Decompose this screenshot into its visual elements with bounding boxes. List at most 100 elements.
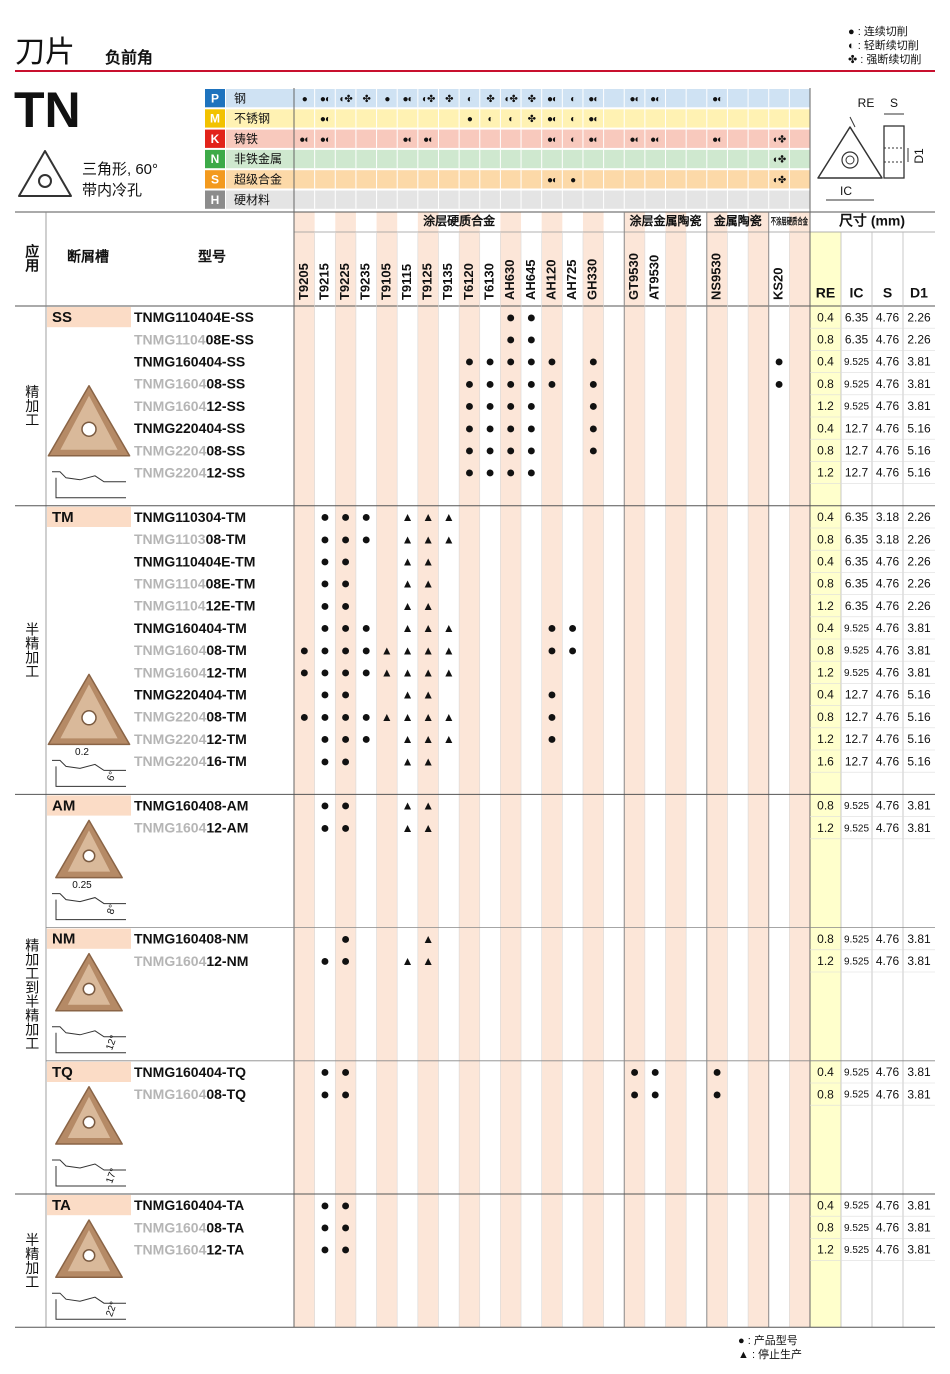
breaker-label-bg	[47, 506, 131, 527]
product-mark: ●	[320, 665, 330, 682]
model-code-part: TNMG110404E-SS	[134, 309, 254, 325]
breaker-width-label: 0.25	[72, 880, 92, 891]
material-mark: ✤	[486, 94, 494, 105]
dimension-value: 4.76	[876, 710, 900, 724]
dimension-value: 4.76	[876, 377, 900, 391]
column-stripe	[335, 212, 356, 1328]
material-mark: ●◐	[320, 114, 331, 125]
product-mark: ●	[547, 620, 557, 637]
material-mark: ●◐	[712, 134, 723, 145]
product-mark: ●	[527, 376, 537, 393]
dimension-value: 6.35	[845, 577, 869, 591]
model-code: TNMG220404-SS	[134, 420, 245, 436]
dimension-value: 9.525	[844, 1068, 869, 1079]
dimension-value: 4.76	[876, 1198, 900, 1212]
column-stripe	[500, 212, 522, 1328]
model-code-part: TNMG220404-TM	[134, 686, 247, 702]
product-mark: ●	[361, 731, 371, 748]
dimension-value: 0.4	[817, 1198, 834, 1212]
discontinued-mark: ▲	[402, 754, 414, 768]
product-mark: ●	[774, 376, 784, 393]
breaker-width-label: 0.2	[75, 747, 89, 758]
material-letter-box	[205, 89, 225, 108]
dimension-value: 4.76	[876, 643, 900, 657]
model-code-part: TNMG1604	[134, 1241, 207, 1257]
model-code-part: TNMG220404-SS	[134, 420, 245, 436]
dimension-value: 0.4	[817, 421, 834, 435]
breaker-profile	[52, 1026, 126, 1038]
breaker-profile-body	[55, 1299, 126, 1320]
column-stripe	[294, 212, 315, 1328]
grade-name: AH630	[502, 260, 517, 300]
product-mark: ●	[320, 1064, 330, 1081]
material-mark: ●◐	[630, 134, 641, 145]
material-mark: ◐	[570, 134, 576, 145]
breaker-name: NM	[52, 931, 75, 948]
breaker-illustration: 12°	[52, 952, 126, 1054]
dimension-value: 1.2	[817, 466, 834, 480]
model-code: TNMG110412E-TM	[134, 597, 255, 613]
product-mark: ●	[341, 953, 351, 970]
discontinued-mark: ▲	[422, 621, 434, 635]
material-mark: ●◐	[423, 134, 434, 145]
dimension-value: 4.76	[876, 332, 900, 346]
material-letter: H	[211, 193, 220, 207]
breaker-illustration: 22°	[52, 1219, 126, 1320]
model-code-part: TNMG1604	[134, 953, 207, 969]
discontinued-mark: ▲	[402, 621, 414, 635]
product-mark: ●	[630, 1086, 640, 1103]
model-code-part: 08E-SS	[206, 331, 254, 347]
model-code-part: TNMG1604	[134, 375, 207, 391]
product-mark: ●	[341, 798, 351, 815]
product-mark: ●	[650, 1064, 660, 1081]
model-code: TNMG160408-SS	[134, 375, 245, 391]
product-mark: ●	[320, 820, 330, 837]
model-code-part: 08-TQ	[206, 1086, 246, 1102]
model-code-part: TNMG1604	[134, 664, 207, 680]
insert-photo-hole	[82, 1248, 96, 1262]
grade-name: AH725	[564, 260, 579, 300]
dimension-column-title: D1	[910, 285, 928, 301]
breaker-name: TA	[52, 1197, 71, 1214]
discontinued-mark: ▲	[422, 732, 434, 746]
dimension-value: 5.16	[907, 710, 931, 724]
breaker-profile-body	[55, 766, 126, 787]
material-mark: ◐✤	[422, 94, 435, 105]
insert-photo-hole	[81, 710, 97, 726]
product-mark: ●	[506, 354, 516, 371]
product-mark: ●	[506, 420, 516, 437]
product-mark: ●	[320, 1220, 330, 1237]
product-mark: ●	[361, 665, 371, 682]
dimension-value: 9.525	[844, 1201, 869, 1212]
dimension-value: 4.76	[876, 665, 900, 679]
dimension-value: 9.525	[844, 646, 869, 657]
dimension-value: 12.7	[845, 421, 869, 435]
model-code: TNMG110408E-TM	[134, 575, 255, 591]
model-code-part: 12E-TM	[206, 597, 256, 613]
column-stripe	[665, 212, 687, 1328]
material-mark: ●◐	[547, 134, 558, 145]
product-mark: ●	[341, 642, 351, 659]
material-mark: ◐	[570, 94, 576, 105]
dimension-value: 3.81	[907, 954, 931, 968]
dimension-value: 2.26	[907, 532, 931, 546]
dimension-value: 6.35	[845, 310, 869, 324]
product-mark: ●	[341, 820, 351, 837]
dimension-value: 9.525	[844, 934, 869, 945]
material-mark: ●◐	[588, 94, 599, 105]
product-mark: ●	[506, 443, 516, 460]
product-mark: ●	[320, 798, 330, 815]
product-mark: ●	[506, 465, 516, 482]
column-stripe	[541, 212, 563, 1328]
grade-name: GH330	[585, 259, 600, 300]
discontinued-mark: ▲	[422, 665, 434, 679]
dimension-value: 4.76	[876, 443, 900, 457]
dimension-value: 2.26	[907, 599, 931, 613]
diagram-hole	[841, 151, 859, 169]
discontinued-mark: ▲	[381, 665, 393, 679]
material-mark: ◐	[488, 114, 494, 125]
dimension-value: 3.18	[876, 532, 900, 546]
model-code-part: TNMG2204	[134, 442, 207, 458]
dimension-value: 9.525	[844, 1090, 869, 1101]
